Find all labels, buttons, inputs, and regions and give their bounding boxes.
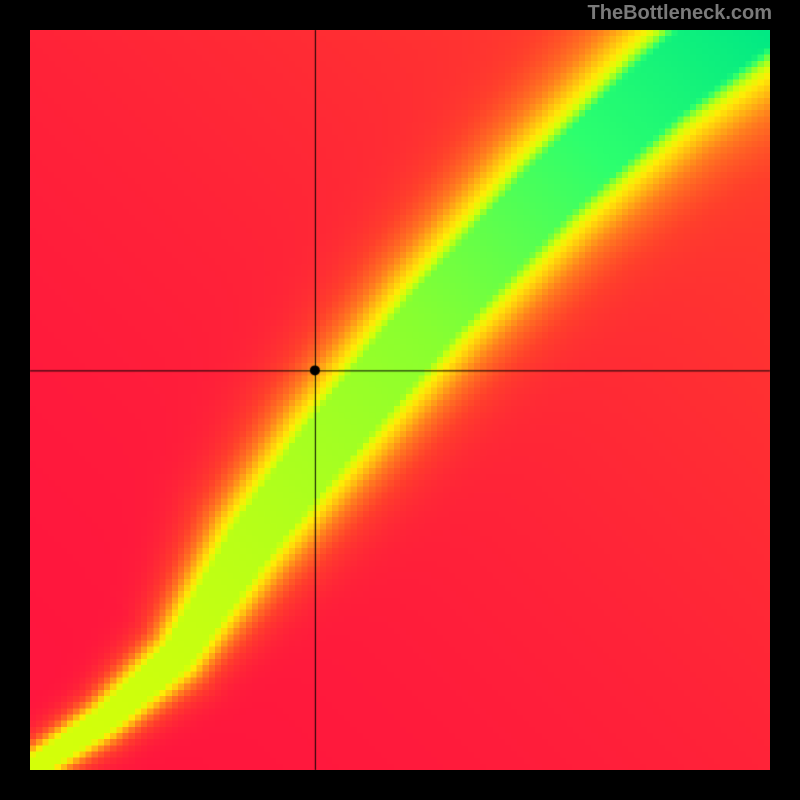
chart-container: TheBottleneck.com: [0, 0, 800, 800]
attribution-label: TheBottleneck.com: [588, 2, 772, 25]
bottleneck-heatmap: [30, 30, 770, 770]
